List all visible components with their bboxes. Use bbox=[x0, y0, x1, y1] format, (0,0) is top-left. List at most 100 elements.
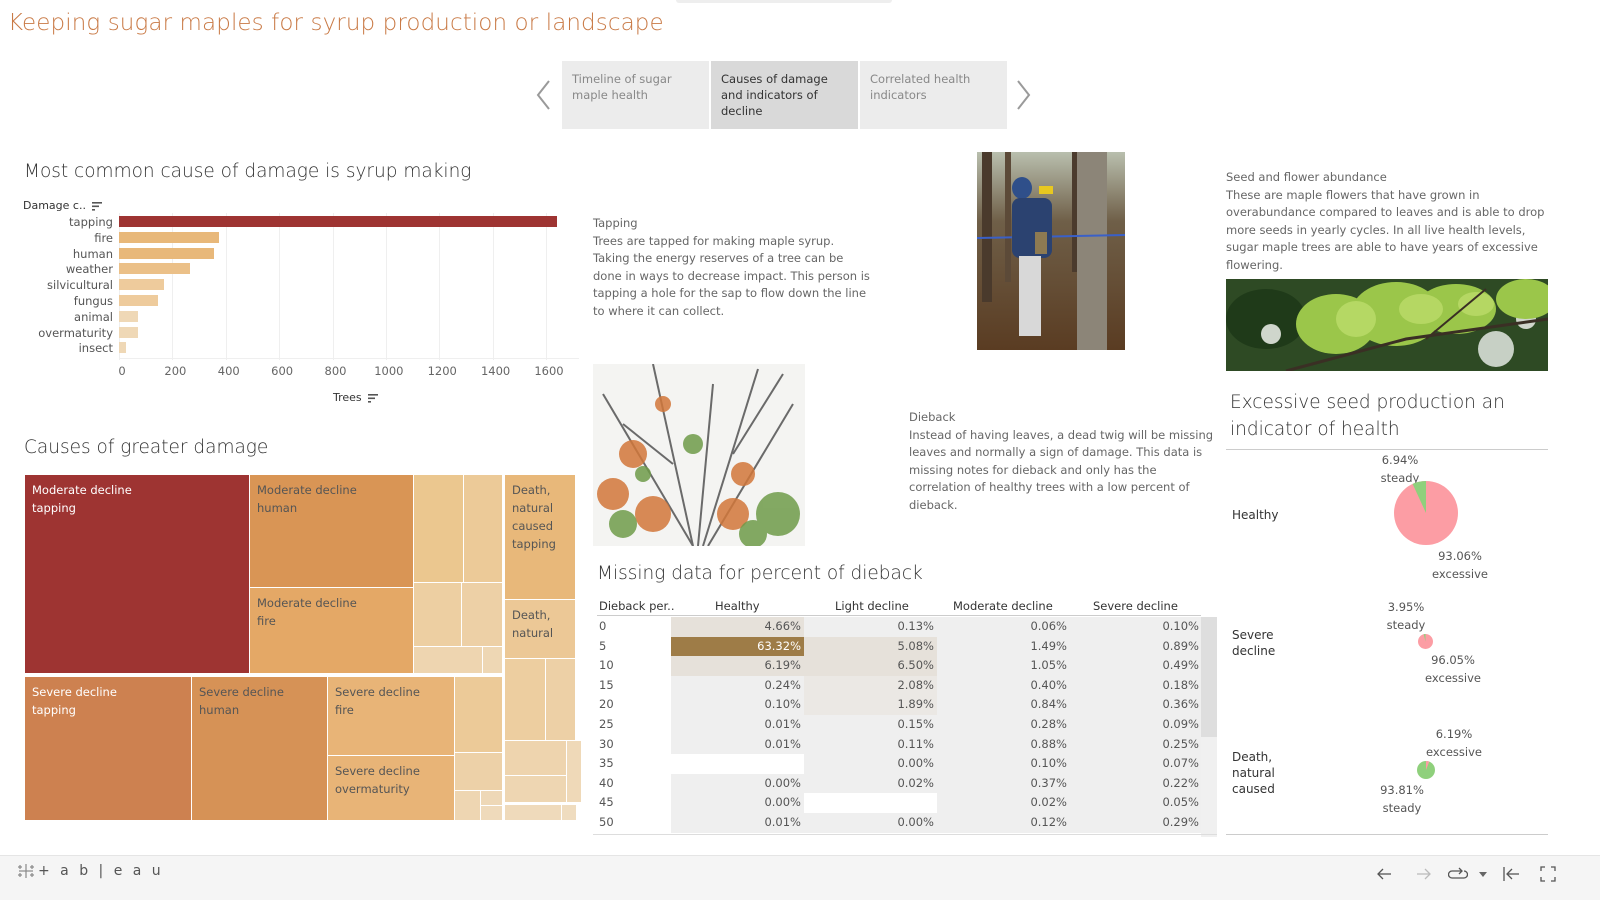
treemap-cell-moderate-fire[interactable]: Moderate decline fire bbox=[249, 587, 414, 674]
bar-insect[interactable] bbox=[119, 342, 126, 354]
table-cell[interactable]: 0.00% bbox=[671, 793, 804, 813]
table-cell[interactable]: 0.84% bbox=[937, 695, 1070, 715]
table-cell[interactable]: 0.88% bbox=[937, 734, 1070, 755]
table-cell[interactable]: 0.40% bbox=[937, 675, 1070, 696]
table-cell[interactable]: 0.02% bbox=[937, 793, 1070, 813]
table-cell[interactable]: 0.09% bbox=[1069, 715, 1202, 735]
revert-dropdown-icon[interactable] bbox=[1478, 866, 1488, 884]
treemap-cell[interactable] bbox=[413, 582, 462, 647]
treemap-cell-severe-overmaturity[interactable]: Severe decline overmaturity bbox=[327, 755, 455, 821]
table-cell[interactable]: 1.05% bbox=[937, 656, 1070, 676]
treemap-cell[interactable] bbox=[454, 676, 503, 753]
treemap-cell[interactable] bbox=[480, 790, 503, 806]
treemap-cell-moderate-tapping[interactable]: Moderate decline tapping bbox=[24, 474, 250, 674]
treemap-cell[interactable] bbox=[504, 658, 546, 741]
treemap-cell[interactable] bbox=[413, 646, 483, 674]
pie-death[interactable] bbox=[1417, 760, 1435, 779]
story-prev-button[interactable] bbox=[533, 78, 555, 112]
treemap-cell[interactable] bbox=[482, 646, 503, 674]
table-cell[interactable]: 0.00% bbox=[804, 813, 937, 833]
table-cell[interactable]: 0.24% bbox=[671, 675, 804, 696]
treemap-cell[interactable] bbox=[461, 582, 503, 647]
table-cell[interactable]: 0.15% bbox=[804, 715, 937, 735]
col-header-severe[interactable]: Severe decline bbox=[1093, 599, 1178, 613]
table-cell[interactable]: 2.08% bbox=[804, 675, 937, 696]
bar-chart-x-title[interactable]: Trees bbox=[333, 391, 379, 404]
table-cell[interactable] bbox=[671, 754, 804, 774]
table-cell[interactable]: 0.10% bbox=[937, 754, 1070, 774]
sort-icon[interactable] bbox=[368, 393, 379, 403]
sort-icon[interactable] bbox=[92, 201, 103, 211]
treemap-cell[interactable] bbox=[454, 752, 503, 791]
table-cell[interactable]: 0.11% bbox=[804, 734, 937, 755]
treemap-cell[interactable] bbox=[504, 775, 567, 803]
fullscreen-icon[interactable] bbox=[1540, 866, 1556, 884]
table-scrollbar[interactable] bbox=[1201, 617, 1217, 837]
bar-label-tapping[interactable]: tapping bbox=[69, 215, 113, 229]
table-cell[interactable]: 0.36% bbox=[1069, 695, 1202, 715]
story-tab-causes[interactable]: Causes of damage and indicators of decli… bbox=[711, 61, 858, 129]
story-next-button[interactable] bbox=[1012, 78, 1034, 112]
treemap-cell[interactable] bbox=[504, 740, 567, 776]
tableau-logo[interactable]: + a b | e a u bbox=[16, 861, 164, 881]
bar-label-silvicultural[interactable]: silvicultural bbox=[47, 278, 113, 293]
bar-silvicultural[interactable] bbox=[119, 279, 165, 291]
treemap-cell[interactable] bbox=[454, 790, 481, 821]
pie-healthy[interactable] bbox=[1394, 480, 1458, 545]
table-cell[interactable]: 0.01% bbox=[671, 813, 804, 833]
treemap-cell[interactable] bbox=[566, 740, 582, 803]
table-cell[interactable]: 0.37% bbox=[937, 773, 1070, 794]
table-cell[interactable]: 0.00% bbox=[804, 754, 937, 774]
table-cell[interactable]: 1.89% bbox=[804, 695, 937, 715]
table-cell[interactable]: 0.10% bbox=[671, 695, 804, 715]
bar-label-animal[interactable]: animal bbox=[74, 309, 113, 324]
table-cell[interactable]: 0.07% bbox=[1069, 754, 1202, 774]
table-cell[interactable]: 0.29% bbox=[1069, 813, 1202, 833]
bar-chart-y-header[interactable]: Damage c.. bbox=[23, 199, 103, 212]
treemap-cell[interactable] bbox=[413, 474, 464, 583]
table-cell[interactable]: 0.89% bbox=[1069, 636, 1202, 657]
table-cell[interactable]: 0.06% bbox=[937, 617, 1070, 637]
table-cell[interactable]: 63.32% bbox=[671, 636, 804, 657]
undo-icon[interactable] bbox=[1376, 866, 1392, 884]
col-header-moderate[interactable]: Moderate decline bbox=[953, 599, 1053, 613]
bar-label-human[interactable]: human bbox=[72, 246, 113, 261]
bar-tapping[interactable] bbox=[119, 216, 557, 227]
table-cell[interactable]: 0.10% bbox=[1069, 617, 1202, 637]
table-cell[interactable]: 4.66% bbox=[671, 617, 804, 637]
table-cell[interactable]: 0.22% bbox=[1069, 773, 1202, 794]
treemap-cell-death-tapping[interactable]: Death, natural caused tapping bbox=[504, 474, 576, 600]
table-cell[interactable]: 1.49% bbox=[937, 636, 1070, 657]
treemap-cell[interactable] bbox=[545, 658, 576, 741]
treemap-cell-death-natural[interactable]: Death, natural bbox=[504, 599, 576, 659]
table-cell[interactable]: 0.01% bbox=[671, 715, 804, 735]
col-header-dieback[interactable]: Dieback per.. bbox=[599, 599, 675, 613]
table-cell[interactable]: 6.50% bbox=[804, 656, 937, 676]
table-cell[interactable]: 0.28% bbox=[937, 715, 1070, 735]
treemap-cell-severe-tapping[interactable]: Severe decline tapping bbox=[24, 676, 192, 821]
col-header-light[interactable]: Light decline bbox=[835, 599, 909, 613]
bar-animal[interactable] bbox=[119, 310, 139, 322]
bar-label-fire[interactable]: fire bbox=[94, 230, 113, 245]
treemap-cell-severe-fire[interactable]: Severe decline fire bbox=[327, 676, 455, 756]
table-cell[interactable]: 0.13% bbox=[804, 617, 937, 637]
treemap-cell[interactable] bbox=[504, 804, 562, 821]
col-header-healthy[interactable]: Healthy bbox=[715, 599, 760, 613]
table-cell[interactable]: 0.01% bbox=[671, 734, 804, 755]
story-tab-correlated[interactable]: Correlated health indicators bbox=[860, 61, 1007, 129]
bar-weather[interactable] bbox=[119, 263, 190, 275]
table-cell[interactable]: 0.02% bbox=[804, 773, 937, 794]
treemap-cell[interactable] bbox=[561, 804, 577, 821]
table-cell[interactable]: 0.25% bbox=[1069, 734, 1202, 755]
table-cell[interactable]: 0.49% bbox=[1069, 656, 1202, 676]
bar-fungus[interactable] bbox=[119, 295, 158, 306]
pie-severe[interactable] bbox=[1418, 633, 1433, 649]
table-cell[interactable]: 5.08% bbox=[804, 636, 937, 657]
bar-human[interactable] bbox=[119, 247, 214, 259]
bar-label-fungus[interactable]: fungus bbox=[73, 294, 113, 308]
bar-fire[interactable] bbox=[119, 231, 220, 243]
redo-icon[interactable] bbox=[1416, 866, 1432, 884]
bar-label-overmaturity[interactable]: overmaturity bbox=[38, 325, 113, 340]
table-cell[interactable]: 0.05% bbox=[1069, 793, 1202, 813]
story-tab-timeline[interactable]: Timeline of sugar maple health bbox=[562, 61, 709, 129]
